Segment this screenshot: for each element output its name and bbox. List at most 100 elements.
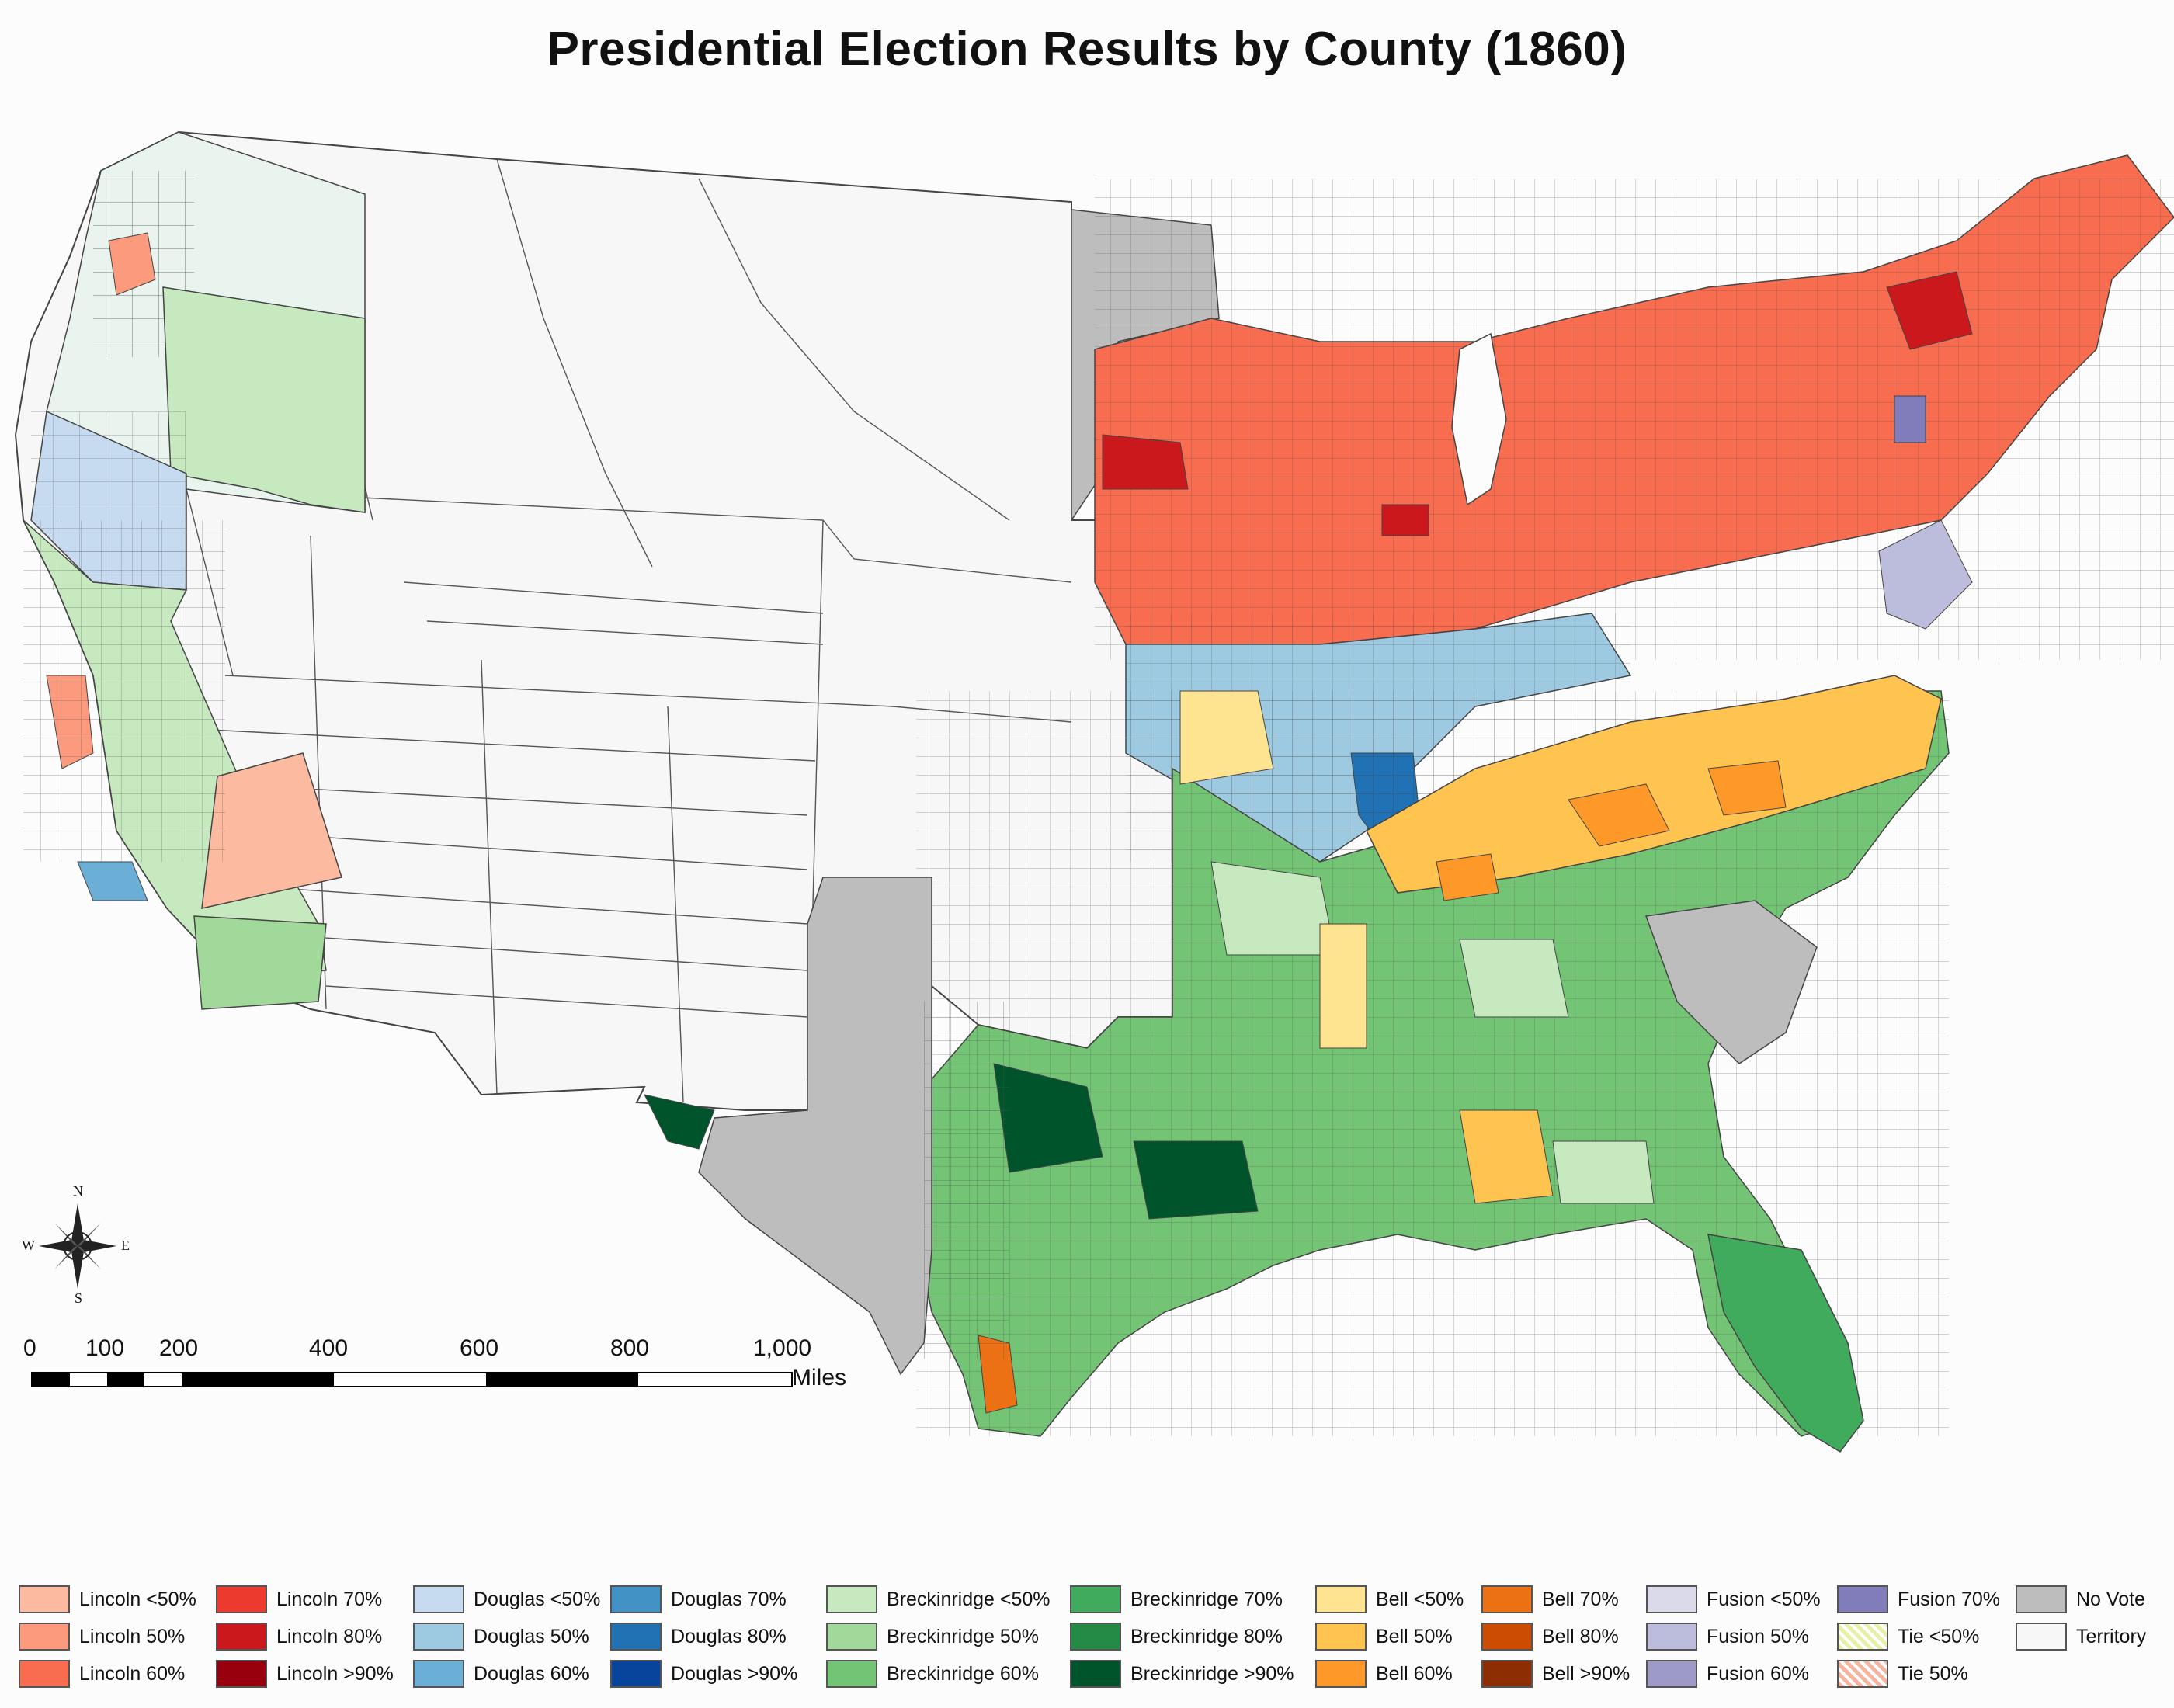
legend-swatch [1315, 1660, 1367, 1688]
legend-swatch [2016, 1623, 2067, 1651]
legend-swatch [1646, 1585, 1697, 1613]
legend-swatch [19, 1585, 70, 1613]
legend-item: Douglas 50% [413, 1621, 589, 1652]
scale-tick-400: 400 [309, 1335, 349, 1361]
legend-swatch [216, 1585, 267, 1613]
legend-label: Douglas 80% [671, 1625, 787, 1647]
legend-swatch [1837, 1623, 1888, 1651]
california-lincoln-south [201, 752, 342, 909]
legend-item: Bell 50% [1315, 1621, 1453, 1652]
map-title: Presidential Election Results by County … [547, 23, 1627, 76]
legend-item: Lincoln 80% [216, 1621, 382, 1652]
scale-bar: 0 100 200 400 600 800 1,000 Miles [23, 1335, 862, 1397]
legend-swatch [216, 1660, 267, 1688]
compass-rose: N S W E [22, 1183, 132, 1306]
legend-swatch [826, 1623, 877, 1651]
scale-tick-800: 800 [610, 1335, 650, 1361]
legend-swatch [19, 1660, 70, 1688]
legend-swatch [2016, 1585, 2067, 1613]
legend-label: Bell <50% [1376, 1588, 1464, 1610]
legend-item: Fusion <50% [1646, 1584, 1821, 1615]
legend-swatch [1070, 1585, 1121, 1613]
legend-label: Douglas 70% [671, 1588, 787, 1610]
legend-swatch [826, 1660, 877, 1688]
legend-label: Lincoln 80% [276, 1625, 383, 1647]
compass-s: S [75, 1290, 83, 1306]
scale-tick-600: 600 [460, 1335, 499, 1361]
legend-item: Lincoln >90% [216, 1658, 394, 1689]
washington-lincoln [108, 232, 156, 296]
legend-swatch [1481, 1623, 1533, 1651]
legend-label: Breckinridge >90% [1130, 1662, 1294, 1685]
legend-label: Tie <50% [1898, 1625, 1980, 1647]
legend-item: Bell 70% [1481, 1584, 1619, 1615]
legend: Lincoln <50% Lincoln 50% Lincoln 60% Lincol… [19, 1584, 2162, 1700]
legend-label: Territory [2076, 1625, 2147, 1647]
legend-item: Breckinridge >90% [1070, 1658, 1294, 1689]
legend-item: Tie 50% [1837, 1658, 1968, 1689]
legend-swatch [413, 1623, 464, 1651]
legend-label: Bell 60% [1376, 1662, 1453, 1685]
scale-tick-100: 100 [85, 1335, 125, 1361]
legend-label: Bell >90% [1542, 1662, 1630, 1685]
compass-star-icon [39, 1203, 116, 1289]
legend-swatch [1070, 1623, 1121, 1651]
fusion-dark [1894, 395, 1926, 443]
scale-unit: Miles [792, 1365, 847, 1390]
legend-swatch [216, 1623, 267, 1651]
breck-west-texas-tip [644, 1094, 715, 1150]
legend-item: Tie <50% [1837, 1621, 1979, 1652]
compass-w: W [22, 1238, 35, 1253]
legend-swatch [1315, 1585, 1367, 1613]
legend-item: Lincoln 60% [19, 1658, 185, 1689]
legend-label: Lincoln >90% [276, 1662, 394, 1685]
legend-item: Fusion 70% [1837, 1584, 2000, 1615]
legend-swatch [610, 1623, 662, 1651]
legend-swatch [1070, 1660, 1121, 1688]
legend-label: Douglas 60% [474, 1662, 589, 1685]
legend-swatch [1837, 1660, 1888, 1688]
legend-label: Lincoln 70% [276, 1588, 383, 1610]
legend-label: Bell 70% [1542, 1588, 1619, 1610]
bell-dark [1436, 760, 1787, 901]
legend-swatch [826, 1585, 877, 1613]
legend-item: Breckinridge 60% [826, 1658, 1039, 1689]
legend-swatch [1315, 1623, 1367, 1651]
legend-label: Fusion 50% [1707, 1625, 1810, 1647]
legend-item: Douglas 60% [413, 1658, 589, 1689]
legend-label: Tie 50% [1898, 1662, 1968, 1685]
legend-swatch [19, 1623, 70, 1651]
legend-item: No Vote [2016, 1584, 2145, 1615]
legend-label: Douglas <50% [474, 1588, 601, 1610]
legend-label: Breckinridge 80% [1130, 1625, 1283, 1647]
legend-item: Breckinridge 70% [1070, 1584, 1283, 1615]
scale-tick-0: 0 [23, 1335, 36, 1361]
legend-swatch [610, 1585, 662, 1613]
legend-label: Breckinridge 50% [887, 1625, 1039, 1647]
scale-bar-graphic [31, 1372, 793, 1387]
legend-label: Lincoln 50% [79, 1625, 186, 1647]
legend-swatch [1481, 1660, 1533, 1688]
legend-item: Bell 80% [1481, 1621, 1619, 1652]
california-breck-south [193, 915, 327, 1010]
legend-item: Douglas >90% [610, 1658, 797, 1689]
legend-item: Bell <50% [1315, 1584, 1464, 1615]
south-carolina-no-vote [1644, 900, 1818, 1064]
bell-light-sw [1179, 690, 1367, 1049]
florida [1707, 1234, 1864, 1453]
legend-item: Lincoln 50% [19, 1621, 185, 1652]
bell-georgia [1459, 1109, 1554, 1204]
lake-michigan [1451, 332, 1507, 506]
legend-item: Breckinridge 50% [826, 1621, 1039, 1652]
lincoln-dark-patches [1102, 271, 1973, 536]
legend-item: Fusion 50% [1646, 1621, 1809, 1652]
scale-tick-200: 200 [159, 1335, 199, 1361]
legend-item: Bell 60% [1315, 1658, 1453, 1689]
legend-label: Fusion 60% [1707, 1662, 1810, 1685]
legend-label: Lincoln <50% [79, 1588, 196, 1610]
legend-swatch [1646, 1660, 1697, 1688]
scale-tick-1000: 1,000 [753, 1335, 812, 1361]
legend-swatch [610, 1660, 662, 1688]
legend-swatch [1481, 1585, 1533, 1613]
legend-label: Bell 50% [1376, 1625, 1453, 1647]
